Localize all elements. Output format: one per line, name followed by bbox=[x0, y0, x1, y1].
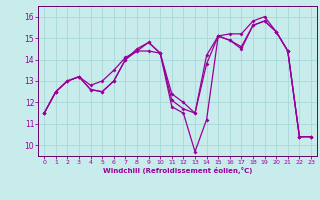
X-axis label: Windchill (Refroidissement éolien,°C): Windchill (Refroidissement éolien,°C) bbox=[103, 167, 252, 174]
